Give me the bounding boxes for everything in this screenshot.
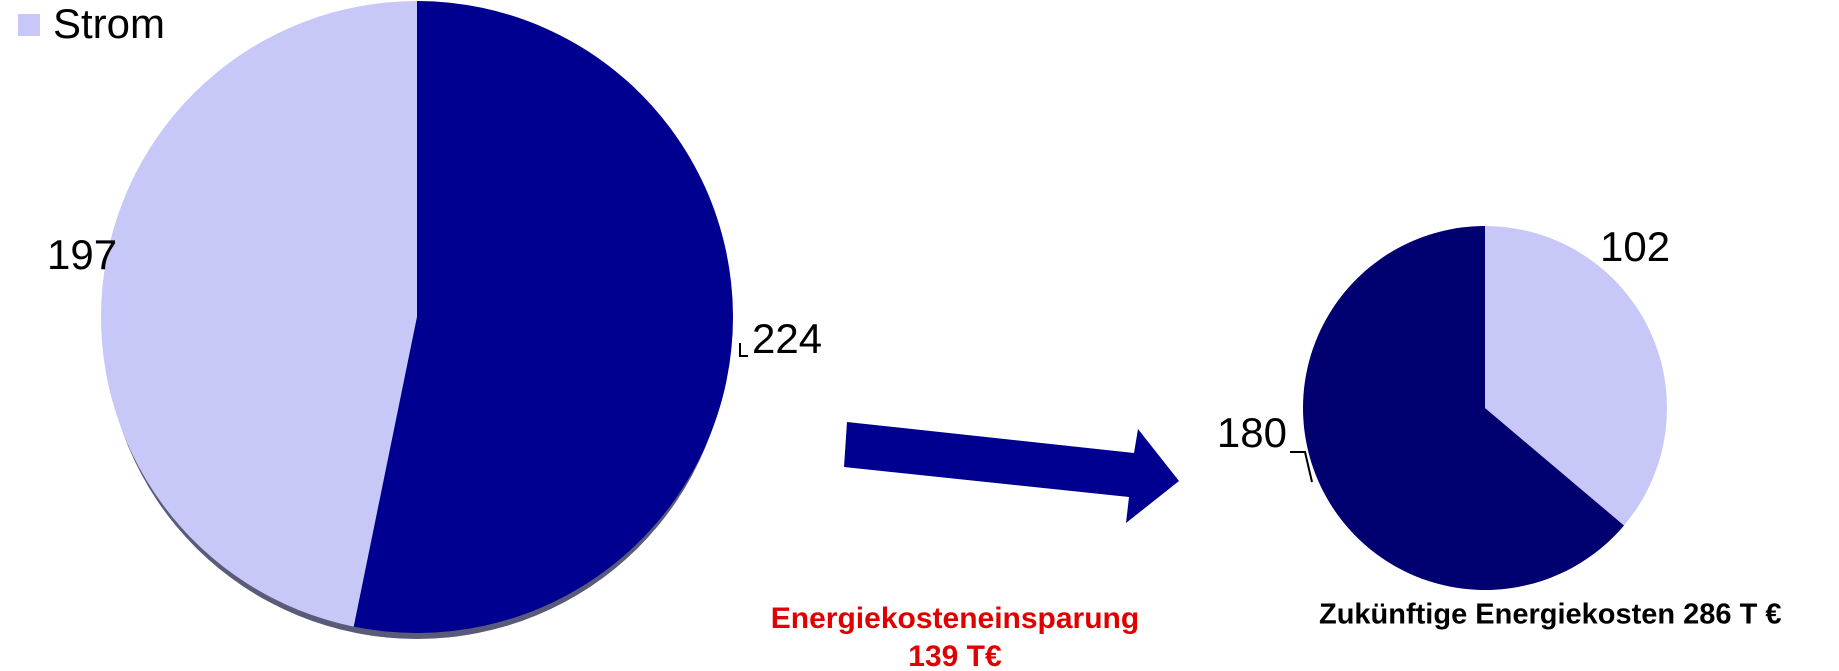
data-label: 180 bbox=[1217, 409, 1287, 456]
data-label: 224 bbox=[752, 315, 822, 362]
leader-line bbox=[1290, 451, 1313, 483]
data-label: 102 bbox=[1600, 223, 1670, 270]
data-label: 197 bbox=[47, 231, 117, 278]
pie-slice bbox=[1485, 226, 1668, 526]
legend-label: Strom bbox=[53, 0, 165, 47]
savings-label: Energiekosteneinsparung bbox=[771, 602, 1139, 635]
leader-line bbox=[739, 343, 748, 357]
arrow bbox=[844, 422, 1179, 523]
legend-swatch bbox=[18, 14, 40, 36]
future-costs: Zukünftige Energiekosten 286 T € bbox=[1319, 599, 1782, 631]
pie-slice bbox=[100, 1, 417, 627]
pie-slice bbox=[1303, 225, 1624, 590]
savings-value: 139 T€ bbox=[908, 640, 1002, 671]
pie-slice bbox=[353, 1, 733, 633]
